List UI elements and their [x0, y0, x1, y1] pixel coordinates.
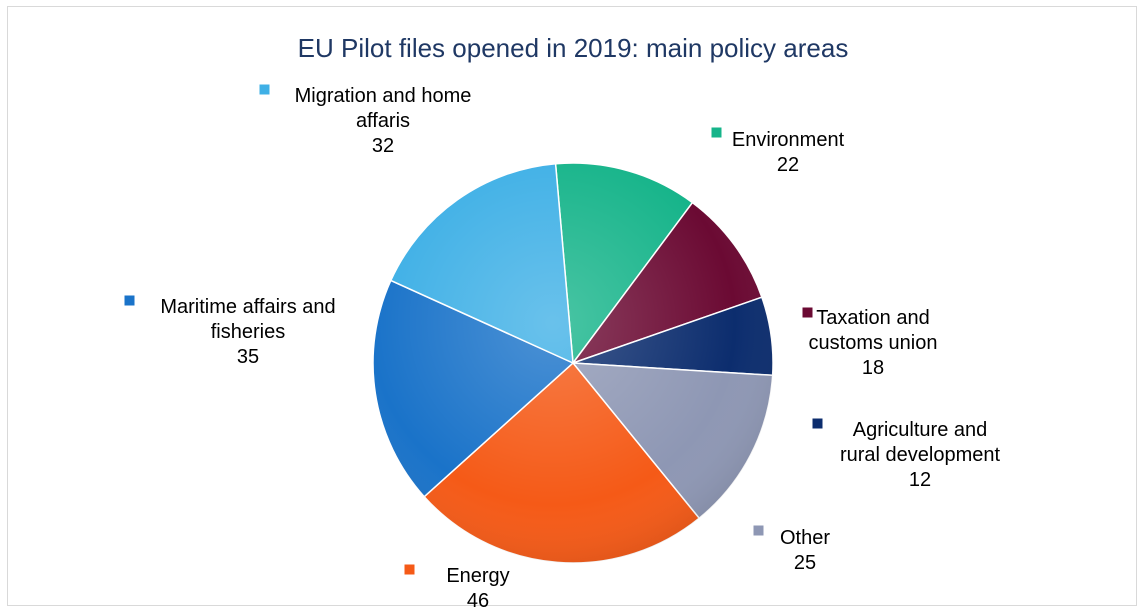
data-labels: Environment 22 Taxation and customs union 18…	[123, 83, 1001, 607]
data-label-category: fisheries	[211, 321, 285, 343]
legend-swatch	[801, 306, 814, 319]
data-label-maritime-affairs-and-fisheries: Maritime affairs and fisheries 35	[123, 294, 336, 368]
data-label-other: Other 25	[752, 524, 830, 574]
data-label-value: 12	[909, 469, 931, 491]
data-label-value: 25	[794, 552, 816, 574]
data-label-category: Agriculture and	[853, 419, 988, 441]
pie-chart: EU Pilot files opened in 2019: main poli…	[123, 33, 1001, 607]
data-label-category: Taxation and	[816, 307, 929, 329]
legend-swatch	[123, 294, 136, 307]
data-label-category: affaris	[356, 110, 410, 132]
data-label-category: Maritime affairs and	[160, 296, 335, 318]
data-label-value: 32	[372, 135, 394, 157]
legend-swatch	[811, 417, 824, 430]
legend-swatch	[403, 563, 416, 576]
data-label-category: Other	[780, 527, 830, 549]
data-label-category: Energy	[446, 565, 509, 587]
data-label-value: 22	[777, 154, 799, 176]
legend-swatch	[710, 126, 723, 139]
data-label-migration-and-home-affaris: Migration and home affaris 32	[258, 83, 472, 157]
data-label-taxation-and-customs-union: Taxation and customs union 18	[801, 306, 938, 379]
data-label-value: 18	[862, 357, 884, 379]
pie-slices	[372, 162, 774, 564]
data-label-environment: Environment 22	[710, 126, 845, 176]
data-label-category: customs union	[809, 332, 938, 354]
legend-swatch	[258, 83, 271, 96]
chart-title: EU Pilot files opened in 2019: main poli…	[298, 33, 849, 63]
data-label-energy: Energy 46	[403, 563, 510, 607]
data-label-value: 35	[237, 346, 259, 368]
data-label-value: 46	[467, 590, 489, 607]
data-label-category: rural development	[840, 444, 1001, 466]
data-label-category: Migration and home	[295, 85, 472, 107]
data-label-category: Environment	[732, 129, 845, 151]
legend-swatch	[752, 524, 765, 537]
data-label-agriculture-and-rural-development: Agriculture and rural development 12	[811, 417, 1001, 491]
chart-frame: EU Pilot files opened in 2019: main poli…	[7, 6, 1137, 607]
